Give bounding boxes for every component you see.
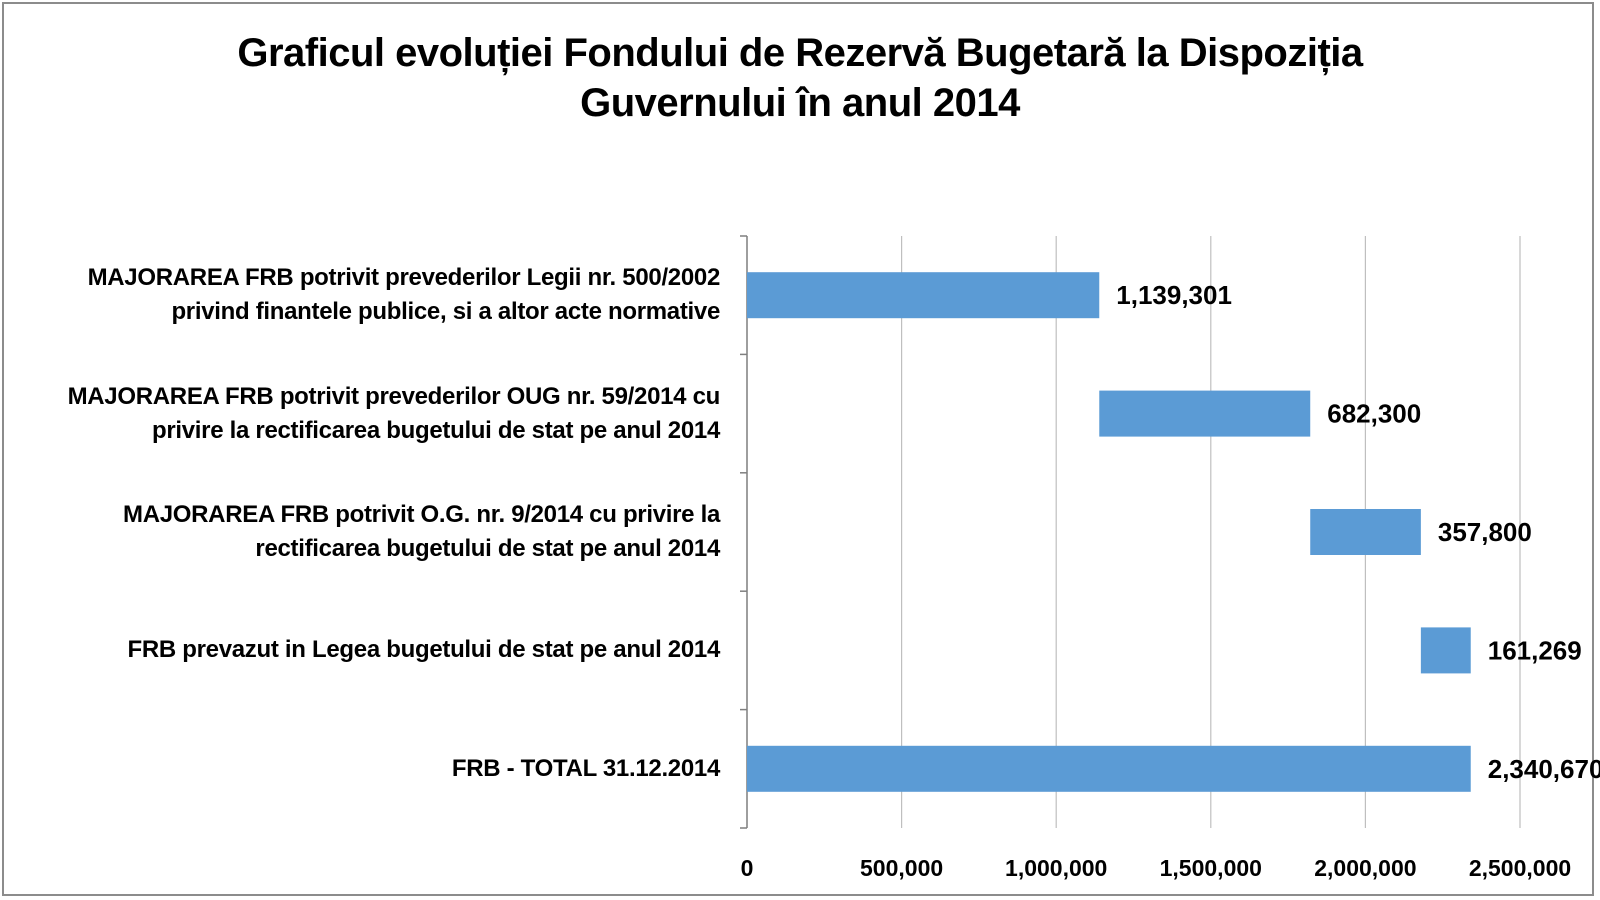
category-label: FRB prevazut in Legea bugetului de stat …	[5, 633, 720, 667]
x-tick-label: 1,500,000	[1160, 855, 1262, 881]
x-tick-label: 2,500,000	[1469, 855, 1571, 881]
bar	[1420, 627, 1471, 674]
x-tick-label: 1,000,000	[1005, 855, 1107, 881]
category-label-line: privind finantele publice, si a altor ac…	[171, 298, 720, 326]
bar	[747, 745, 1471, 792]
category-label-line: privire la rectificarea bugetului de sta…	[151, 416, 720, 444]
data-label: 682,300	[1327, 399, 1421, 429]
category-label-line: FRB - TOTAL 31.12.2014	[451, 754, 720, 782]
category-label-line: rectificarea bugetului de stat pe anul 2…	[255, 535, 720, 562]
x-tick-label: 500,000	[860, 855, 943, 881]
category-label: FRB - TOTAL 31.12.2014	[5, 752, 720, 786]
data-label: 2,340,670	[1488, 754, 1600, 784]
category-label-line: MAJORAREA FRB potrivit O.G. nr. 9/2014 c…	[123, 501, 720, 528]
category-label: MAJORAREA FRB potrivit O.G. nr. 9/2014 c…	[5, 498, 720, 566]
chart-title: Graficul evoluției Fondului de Rezervă B…	[0, 28, 1600, 128]
x-tick-label: 2,000,000	[1314, 855, 1416, 881]
bar	[747, 272, 1100, 319]
chart-title-line-1: Graficul evoluției Fondului de Rezervă B…	[237, 31, 1363, 75]
data-label: 161,269	[1488, 635, 1582, 665]
category-label: MAJORAREA FRB potrivit prevederilor Legi…	[5, 261, 721, 329]
category-label: MAJORAREA FRB potrivit prevederilor OUG …	[5, 380, 721, 448]
bar	[1099, 390, 1311, 437]
category-label-line: FRB prevazut in Legea bugetului de stat …	[127, 636, 720, 664]
bar	[1310, 509, 1421, 555]
x-tick-label: 0	[741, 855, 754, 881]
data-label: 1,139,301	[1116, 280, 1232, 310]
category-label-line: MAJORAREA FRB potrivit prevederilor Legi…	[87, 264, 721, 292]
data-label: 357,800	[1438, 517, 1532, 547]
chart-title-line-2: Guvernului în anul 2014	[580, 81, 1020, 125]
category-label-line: MAJORAREA FRB potrivit prevederilor OUG …	[67, 382, 721, 410]
